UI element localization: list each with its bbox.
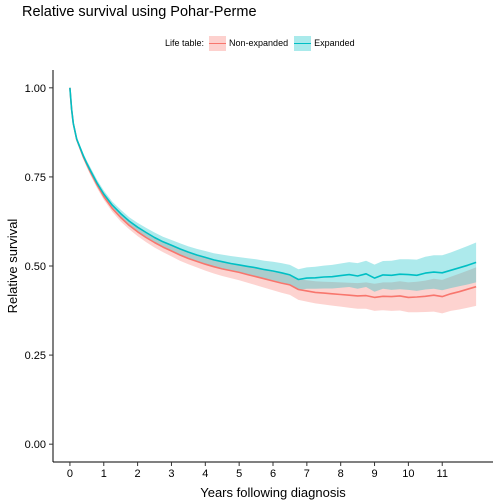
legend-key-expanded	[294, 35, 312, 51]
legend-item-non-expanded: Non-expanded	[209, 35, 289, 51]
legend-label-non-expanded: Non-expanded	[229, 38, 289, 48]
y-tick-label-3: 0.75	[25, 172, 46, 184]
legend-title: Life table:	[165, 38, 205, 48]
chart-title: Relative survival using Pohar-Perme	[22, 4, 257, 20]
legend-key-line-non-expanded	[209, 42, 227, 44]
x-tick-label-1: 1	[101, 468, 107, 480]
legend-key-non-expanded	[209, 35, 227, 51]
series-line-1	[69, 87, 477, 281]
y-tick-label-0: 0.00	[25, 439, 46, 451]
legend-label-expanded: Expanded	[314, 38, 355, 48]
y-tick-label-4: 1.00	[25, 83, 46, 95]
x-tick-label-9: 9	[371, 468, 377, 480]
x-tick-label-7: 7	[304, 468, 310, 480]
legend-item-expanded: Expanded	[294, 35, 355, 51]
x-tick-label-0: 0	[67, 468, 73, 480]
ci-ribbon-1	[69, 87, 477, 292]
series-line-0	[69, 87, 477, 299]
x-tick-label-8: 8	[338, 468, 344, 480]
y-axis-title: Relative survival	[5, 219, 20, 314]
y-tick-label-2: 0.50	[25, 261, 46, 273]
x-tick-label-11: 11	[437, 468, 448, 480]
x-tick-label-4: 4	[202, 468, 208, 480]
x-axis-title: Years following diagnosis	[200, 485, 346, 500]
x-tick-label-3: 3	[168, 468, 174, 480]
legend-key-line-expanded	[294, 42, 312, 44]
x-tick-label-10: 10	[402, 468, 414, 480]
legend: Life table: Non-expanded Expanded	[165, 35, 361, 51]
x-tick-label-2: 2	[135, 468, 141, 480]
y-tick-label-1: 0.25	[25, 350, 46, 362]
x-tick-label-6: 6	[270, 468, 276, 480]
x-tick-label-5: 5	[236, 468, 242, 480]
ci-ribbon-0	[69, 87, 477, 314]
